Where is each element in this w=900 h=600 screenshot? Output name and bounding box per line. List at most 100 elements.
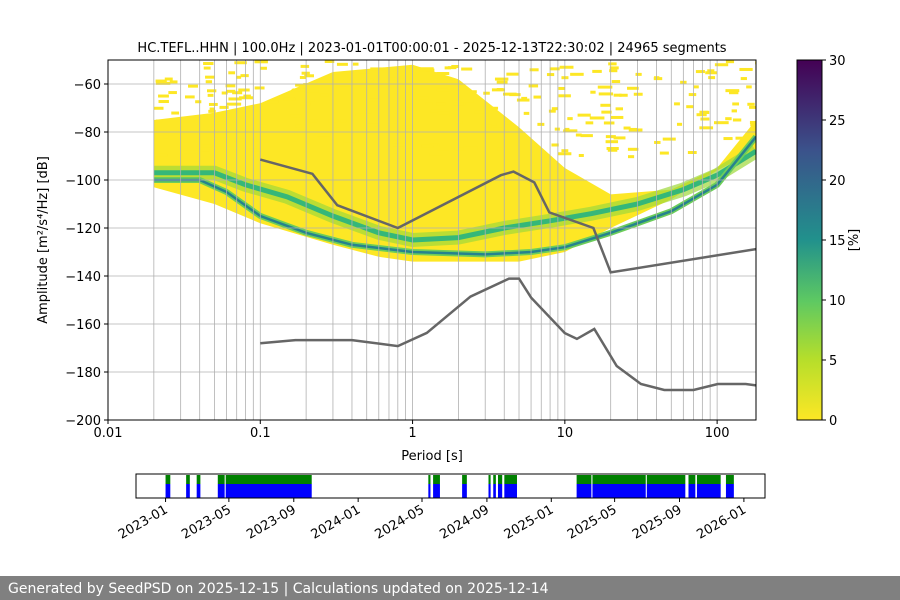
coverage-cell: [457, 136, 468, 140]
coverage-cell: [404, 107, 417, 111]
coverage-cell: [659, 151, 669, 155]
coverage-cell: [304, 89, 319, 93]
coverage-cell: [339, 83, 351, 87]
coverage-cell: [183, 150, 199, 154]
coverage-cell: [496, 80, 508, 84]
x-tick-label: 0.1: [250, 426, 271, 441]
colorbar: [796, 59, 823, 421]
x-tick-label: 10: [557, 426, 574, 441]
coverage-cell: [209, 107, 215, 111]
coverage-cell: [355, 113, 367, 117]
coverage-cell: [585, 121, 594, 125]
coverage-cell: [291, 88, 301, 92]
coverage-cell: [207, 89, 217, 93]
coverage-cell: [226, 89, 236, 93]
coverage-cell: [425, 102, 433, 106]
coverage-cell: [700, 117, 710, 121]
coverage-cell: [695, 70, 705, 74]
coverage-cell: [225, 84, 236, 88]
coverage-cell: [429, 152, 444, 156]
coverage-cell: [570, 72, 584, 76]
coverage-cell: [708, 76, 716, 80]
coverage-cell: [735, 136, 750, 140]
coverage-cell: [364, 78, 374, 82]
y-tick-label: −120: [65, 222, 101, 237]
coverage-cell: [396, 139, 407, 143]
psd-heatmap: [153, 60, 756, 262]
coverage-cell: [219, 105, 229, 109]
coverage-cell: [238, 88, 250, 92]
coverage-cell: [603, 121, 615, 125]
coverage-cell: [606, 147, 619, 151]
coverage-cell: [601, 110, 612, 114]
coverage-cell: [184, 95, 195, 99]
coverage-cell: [430, 109, 445, 113]
coverage-cell: [481, 124, 492, 128]
y-tick-label: −180: [65, 366, 101, 381]
timeline-tick-label: 2024-01: [309, 502, 364, 542]
coverage-cell: [169, 80, 178, 84]
coverage-cell: [324, 60, 335, 64]
coverage-cell: [497, 147, 503, 151]
processed-segment: [493, 475, 496, 484]
available-segment: [504, 484, 517, 498]
coverage-cell: [246, 127, 259, 131]
coverage-cell: [633, 92, 643, 96]
coverage-cell: [392, 140, 399, 144]
coverage-cell: [288, 97, 294, 101]
coverage-cell: [740, 77, 747, 81]
processed-segment: [576, 475, 592, 484]
figure-canvas: HC.TEFL..HHN | 100.0Hz | 2023-01-01T00:0…: [36, 41, 862, 543]
y-axis-label: Amplitude [m²/s⁴/Hz] [dB]: [36, 156, 51, 324]
coverage-cell: [295, 83, 304, 87]
available-segment: [497, 484, 503, 498]
coverage-cell: [213, 134, 228, 138]
coverage-cell: [254, 86, 265, 90]
coverage-cell: [452, 100, 461, 104]
coverage-cell: [226, 102, 242, 106]
coverage-cell: [164, 77, 173, 81]
coverage-cell: [267, 100, 279, 104]
coverage-cell: [358, 70, 371, 74]
coverage-cell: [494, 77, 509, 81]
plot-frame: [107, 59, 757, 421]
timeline-tick-label: 2024-09: [437, 502, 492, 542]
coverage-cell: [474, 110, 489, 114]
coverage-cell: [392, 143, 405, 147]
coverage-cell: [201, 144, 213, 148]
coverage-cell: [352, 62, 359, 66]
coverage-cell: [714, 121, 729, 125]
coverage-cell: [491, 106, 499, 110]
coverage-cell: [750, 123, 756, 127]
coverage-cell: [228, 97, 242, 101]
coverage-cell: [402, 125, 414, 129]
coverage-cell: [725, 89, 740, 93]
coverage-cell: [436, 72, 450, 76]
coverage-cell: [696, 113, 707, 117]
coverage-cell: [203, 62, 214, 66]
coverage-cell: [674, 102, 680, 106]
coverage-cell: [749, 120, 756, 124]
processed-segment: [646, 475, 686, 484]
y-tick-label: −100: [65, 174, 101, 189]
y-tick-label: −60: [74, 78, 101, 93]
coverage-cell: [461, 67, 473, 71]
coverage-cell: [418, 96, 429, 100]
coverage-cell: [421, 144, 434, 148]
y-tick-label: −200: [65, 414, 101, 429]
available-segment: [462, 484, 467, 498]
coverage-cell: [234, 61, 247, 65]
coverage-cell: [611, 80, 621, 84]
coverage-cell: [168, 91, 177, 95]
coverage-cell: [615, 107, 624, 111]
coverage-cell: [714, 63, 729, 67]
processed-segment: [433, 475, 440, 484]
coverage-cell: [609, 66, 619, 70]
coverage-cell: [362, 153, 376, 157]
timeline-frame: [135, 473, 766, 499]
coverage-cell: [471, 90, 477, 94]
coverage-cell: [203, 66, 211, 70]
coverage-cell: [563, 129, 578, 133]
coverage-cell: [295, 124, 302, 128]
coverage-cell: [529, 68, 539, 72]
